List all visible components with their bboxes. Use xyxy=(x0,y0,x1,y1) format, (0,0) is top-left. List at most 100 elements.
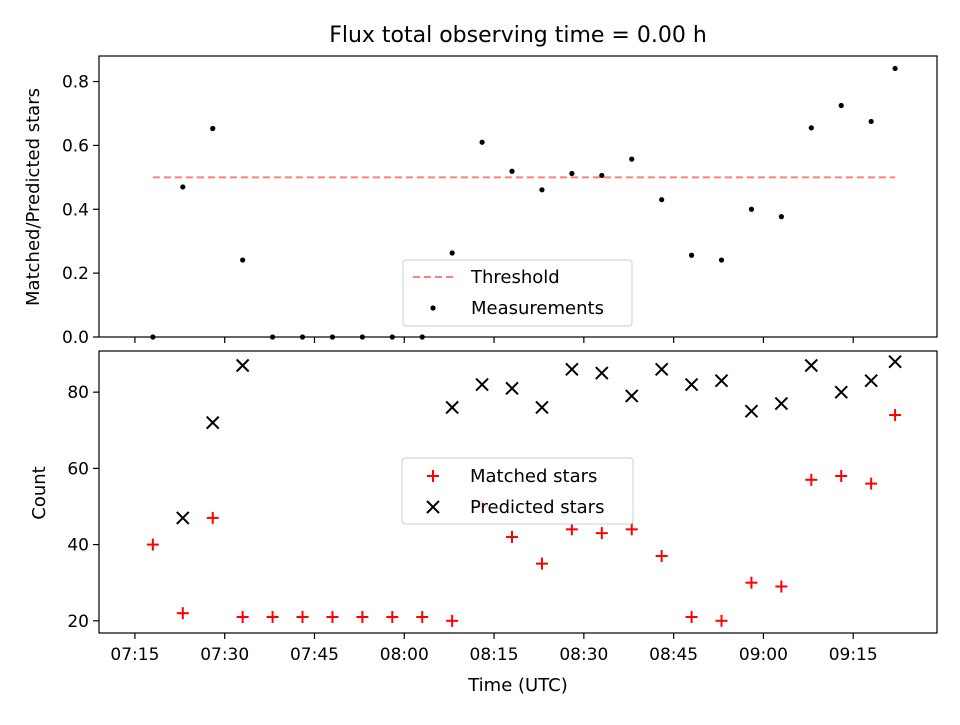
predicted-star-point xyxy=(445,400,459,415)
matched-star-point xyxy=(506,530,519,543)
top-legend-box xyxy=(402,259,633,327)
measurement-point xyxy=(808,125,814,131)
predicted-star-point xyxy=(475,377,489,392)
measurement-point xyxy=(210,125,216,132)
matched-star-point xyxy=(326,610,339,623)
measurement-point xyxy=(629,156,635,162)
predicted-star-point xyxy=(625,389,639,403)
x-tick-label: 08:15 xyxy=(470,645,519,665)
matched-star-point xyxy=(176,607,189,620)
bottom-legend: Matched stars Predicted stars xyxy=(401,457,634,525)
legend-threshold-label: Threshold xyxy=(470,267,560,288)
legend-measurements-swatch xyxy=(430,305,436,311)
matched-star-point xyxy=(266,610,279,623)
top-x-ticks xyxy=(134,337,854,343)
bottom-y-tick-label: 20 xyxy=(67,612,89,632)
predicted-star-point xyxy=(206,415,220,430)
matched-star-point xyxy=(416,610,429,623)
top-y-tick-label: 0.6 xyxy=(62,136,89,156)
measurement-point xyxy=(892,65,898,72)
matched-star-point xyxy=(865,477,878,490)
top-y-ticks: 0.0 0.2 0.4 0.6 0.8 xyxy=(62,73,99,348)
legend-predicted-swatch xyxy=(426,500,440,514)
predicted-star-point xyxy=(744,404,759,418)
matched-star-point xyxy=(889,409,902,422)
measurement-point xyxy=(569,170,575,177)
matched-star-point xyxy=(146,538,159,551)
x-tick-label: 07:30 xyxy=(200,645,249,665)
x-tick-label: 08:45 xyxy=(649,645,698,665)
measurement-point xyxy=(180,184,186,190)
measurement-point xyxy=(778,214,784,220)
matched-star-point xyxy=(685,610,698,623)
predicted-star-point xyxy=(535,400,549,415)
top-y-tick-label: 0.4 xyxy=(62,200,89,220)
measurement-point xyxy=(748,206,755,212)
bottom-x-ticks: 07:15 07:30 07:45 08:00 08:15 08:30 08:45 09:00… xyxy=(110,633,878,665)
bottom-y-tick-label: 60 xyxy=(67,459,89,479)
legend-predicted-label: Predicted stars xyxy=(470,497,604,518)
predicted-star-point xyxy=(654,362,669,376)
x-tick-label: 08:30 xyxy=(559,645,608,665)
top-y-tick-label: 0.2 xyxy=(62,264,89,284)
x-tick-label: 07:15 xyxy=(110,645,159,665)
matched-star-point xyxy=(206,511,219,524)
measurement-point xyxy=(599,172,605,179)
measurement-point xyxy=(509,168,515,174)
predicted-star-point xyxy=(684,377,699,392)
matched-star-point xyxy=(386,610,399,623)
bottom-y-ticks: 20 40 60 80 xyxy=(67,383,99,632)
legend-matched-label: Matched stars xyxy=(470,466,597,487)
x-tick-label: 07:45 xyxy=(290,645,339,665)
matched-star-point xyxy=(296,610,309,623)
x-tick-label: 08:00 xyxy=(380,645,429,665)
measurement-point xyxy=(449,250,455,256)
matched-star-point xyxy=(595,527,608,540)
matched-star-point xyxy=(835,469,848,482)
bottom-y-axis-label: Count xyxy=(29,466,50,519)
predicted-star-point xyxy=(505,381,519,396)
predicted-star-point xyxy=(834,385,848,399)
matched-star-point xyxy=(446,614,459,627)
predicted-star-point xyxy=(714,374,729,388)
bottom-legend-box xyxy=(401,457,634,525)
measurement-point xyxy=(838,102,844,109)
measurement-point xyxy=(539,187,545,193)
predicted-star-point xyxy=(888,354,902,369)
top-y-tick-label: 0.0 xyxy=(62,328,89,348)
measurement-point xyxy=(688,252,695,258)
x-tick-label: 09:00 xyxy=(739,645,788,665)
bottom-y-tick-label: 80 xyxy=(67,383,89,403)
top-y-tick-label: 0.8 xyxy=(62,73,89,93)
x-axis-label: Time (UTC) xyxy=(467,675,568,696)
predicted-star-point xyxy=(176,511,190,525)
legend-measurements-label: Measurements xyxy=(471,298,604,319)
legend-matched-swatch xyxy=(427,470,439,482)
bottom-y-tick-label: 40 xyxy=(67,536,89,556)
matched-star-point xyxy=(236,610,249,623)
matched-star-point xyxy=(745,576,758,589)
matched-star-point xyxy=(715,614,728,627)
matched-star-point xyxy=(655,550,668,563)
matched-star-point xyxy=(805,473,818,486)
top-legend: Threshold Measurements xyxy=(402,259,633,327)
predicted-star-point xyxy=(774,396,789,411)
measurement-point xyxy=(868,118,874,125)
predicted-star-point xyxy=(235,358,250,373)
measurement-point xyxy=(659,197,665,203)
matched-star-point xyxy=(565,523,578,536)
matched-star-point xyxy=(775,580,788,593)
predicted-star-point xyxy=(864,374,878,388)
matched-star-point xyxy=(535,557,548,570)
x-tick-label: 09:15 xyxy=(829,645,878,665)
chart-title: Flux total observing time = 0.00 h xyxy=(329,23,707,48)
measurement-point xyxy=(479,139,485,145)
predicted-star-point xyxy=(565,362,579,376)
top-axes-frame xyxy=(98,55,938,338)
measurement-point xyxy=(718,257,725,263)
predicted-star-point xyxy=(804,358,819,373)
bottom-axes-frame xyxy=(98,350,938,634)
bottom-plot-area xyxy=(146,354,902,627)
predicted-star-point xyxy=(595,366,609,380)
